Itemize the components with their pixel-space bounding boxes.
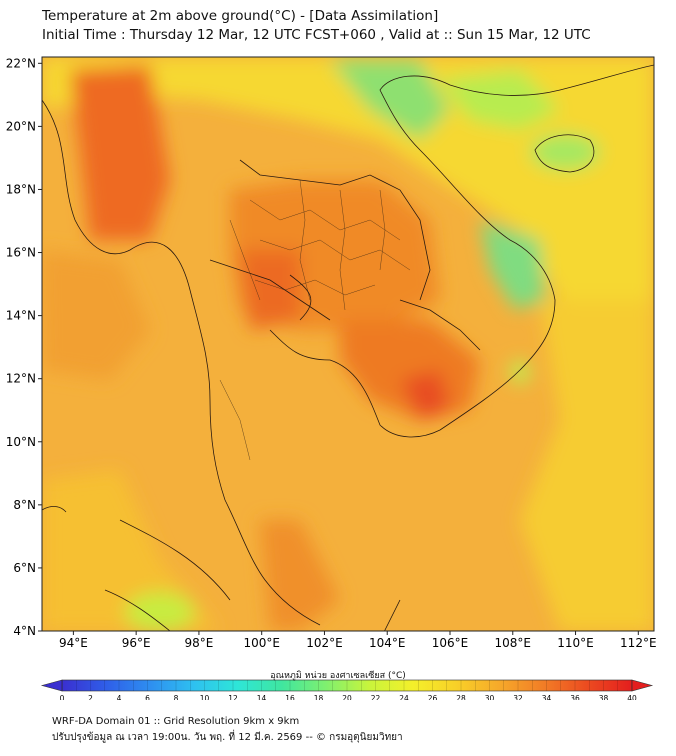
lat-tick-label: 8°N [13, 498, 36, 512]
colorbar-tick-label: 22 [371, 694, 381, 700]
lat-tick-label: 4°N [13, 624, 36, 638]
colorbar-tick-label: 10 [200, 694, 210, 700]
lon-tick-label: 96°E [122, 636, 151, 650]
colorbar-tick-label: 6 [145, 694, 150, 700]
colorbar-tick-label: 2 [88, 694, 93, 700]
lon-tick-label: 104°E [369, 636, 406, 650]
colorbar-tick-label: 34 [542, 694, 552, 700]
lat-tick-label: 20°N [6, 119, 36, 133]
lat-tick-label: 6°N [13, 561, 36, 575]
colorbar-tick-label: 26 [428, 694, 438, 700]
lon-tick-label: 102°E [306, 636, 343, 650]
colorbar-tick-label: 14 [257, 694, 267, 700]
lon-tick-label: 98°E [184, 636, 213, 650]
plot-frame [41, 56, 655, 632]
lat-tick-label: 16°N [6, 246, 36, 260]
colorbar: 0 2 4 6 8 10 12 14 16 18 20 22 24 26 28 30 32 34 36 38 40 [40, 679, 654, 700]
colorbar-tick-label: 8 [174, 694, 179, 700]
lat-tick-label: 18°N [6, 182, 36, 196]
lon-tick-label: 94°E [59, 636, 88, 650]
colorbar-max-arrow [631, 679, 654, 692]
colorbar-tick-label: 38 [599, 694, 609, 700]
colorbar-tick-label: 18 [314, 694, 324, 700]
lat-tick-label: 10°N [6, 435, 36, 449]
colorbar-tick-label: 0 [60, 694, 65, 700]
latitude-ticks: 22°N 20°N 18°N 16°N 14°N 12°N 10°N 8°N 6°N 4°N [6, 56, 42, 638]
lon-tick-label: 108°E [495, 636, 532, 650]
colorbar-tick-label: 40 [627, 694, 637, 700]
coastlines [42, 64, 654, 631]
longitude-ticks: 94°E 96°E 98°E 100°E 102°E 104°E 106°E 108°E 110… [59, 631, 657, 650]
map-subtitle: Initial Time : Thursday 12 Mar, 12 UTC F… [42, 27, 591, 43]
lon-tick-label: 110°E [557, 636, 594, 650]
lon-tick-label: 100°E [243, 636, 280, 650]
colorbar-tick-label: 4 [117, 694, 122, 700]
colorbar-title: อุณหภูมิ หน่วย องศาเซลเซียส (°C) [270, 671, 406, 681]
colorbar-tick-label: 16 [285, 694, 295, 700]
colorbar-tick-label: 20 [342, 694, 352, 700]
lat-tick-label: 14°N [6, 309, 36, 323]
lon-tick-label: 106°E [432, 636, 469, 650]
colorbar-tick-label: 30 [485, 694, 495, 700]
footer-grid-info: WRF-DA Domain 01 :: Grid Resolution 9km … [52, 716, 300, 727]
temperature-field [42, 57, 654, 631]
colorbar-tick-label: 12 [228, 694, 238, 700]
temperature-map: 94°E 96°E 98°E 100°E 102°E 104°E 106°E 108°E 110… [6, 56, 657, 700]
map-title: Temperature at 2m above ground(°C) - [Da… [42, 8, 439, 24]
footer-update-info: ปรับปรุงข้อมูล ณ เวลา 19:00น. วัน พฤ. ที… [52, 732, 403, 743]
colorbar-tick-label: 28 [456, 694, 466, 700]
colorbar-tick-label: 24 [399, 694, 409, 700]
colorbar-min-arrow [40, 679, 63, 692]
colorbar-tick-label: 32 [513, 694, 523, 700]
colorbar-tick-label: 36 [570, 694, 580, 700]
lat-tick-label: 22°N [6, 56, 36, 70]
lon-tick-label: 112°E [620, 636, 657, 650]
lat-tick-label: 12°N [6, 372, 36, 386]
